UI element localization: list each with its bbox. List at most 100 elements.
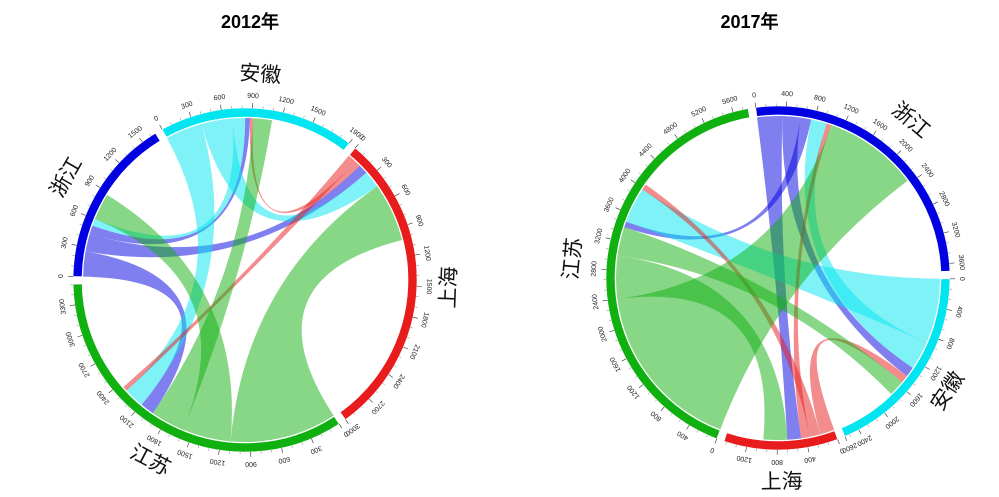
minor-tick [141,418,144,421]
minor-tick [355,145,358,149]
chord-anhui-to-jiangsu [126,123,215,405]
minor-tick [619,349,622,351]
minor-tick [293,112,295,116]
minor-tick [132,146,135,149]
tick-label: 2400 [591,294,600,310]
tick-label: 600 [399,183,411,197]
minor-tick [864,127,867,130]
minor-tick [647,392,650,395]
minor-tick [199,111,201,114]
sector-arc-shanghai [723,430,839,451]
tick-label: 1500 [425,279,433,295]
minor-tick [320,434,323,437]
minor-tick [399,203,403,206]
sector-label-jiangsu: 江苏 [126,440,174,481]
minor-tick [92,195,95,197]
minor-tick [87,204,90,207]
tick-label: 800 [771,458,783,465]
tick-label: 3300 [59,298,68,315]
tick-mark [844,436,848,442]
tick-label: 2000 [597,325,608,342]
sector-label-jiangsu: 江苏 [558,237,586,281]
minor-tick [696,430,699,433]
chord-zhejiang-to-jiangsu [624,117,812,240]
tick-label: 400 [954,305,963,318]
chord-jiangsu-to-anhui [617,227,902,394]
minor-tick [615,339,618,342]
minor-tick [87,354,91,356]
minor-tick [394,194,398,197]
minor-tick [816,108,818,111]
minor-tick [627,189,630,192]
minor-tick [836,113,838,117]
minor-tick [837,439,839,442]
chord-jiangsu-to-zhejiang [617,125,908,430]
minor-tick [735,444,737,448]
minor-tick [74,315,77,316]
minor-tick [826,110,828,114]
minor-tick [640,384,644,387]
minor-tick [712,116,714,119]
minor-tick [678,419,681,422]
tick-label: 900 [247,93,259,101]
minor-tick [937,212,940,214]
minor-tick [906,391,910,394]
tick-label: 1200 [422,245,431,262]
minor-tick [899,399,902,402]
chords [83,118,402,442]
chord-shanghai-to-anhui [249,118,360,213]
minor-tick [928,193,931,196]
tick-label: 1200 [278,96,295,106]
minor-tick [919,375,922,378]
minor-tick [897,152,900,155]
minor-tick [855,122,857,125]
chord-diagram-2017: 0 400 800120016002000240028003200360004008… [558,91,968,494]
minor-tick [817,445,819,448]
minor-tick [79,224,83,226]
minor-tick [846,117,848,121]
minor-tick [382,383,385,385]
minor-tick [849,434,851,437]
minor-tick [74,244,77,246]
minor-tick [301,442,303,445]
minor-tick [179,117,182,121]
minor-tick [178,438,180,442]
minor-tick [942,329,945,331]
minor-tick [917,175,920,178]
chord-panel-2012: 2012年 0 300 600 900 1200 1500 0 300 600 900 1200 15… [45,12,461,481]
minor-tick [944,319,948,321]
tick-label: 600 [213,94,226,103]
minor-tick [623,358,627,361]
minor-tick [388,374,391,377]
tick-label: 0 [752,92,757,99]
sector-arc-zhejiang [755,105,951,272]
minor-tick [377,168,380,171]
minor-tick [923,184,926,187]
tick-label: 0 [342,430,349,438]
tick-label: 800 [650,409,663,422]
tick-label: 900 [84,174,96,188]
tick-label: 300 [180,101,193,111]
minor-tick [404,213,407,215]
minor-tick [827,442,829,446]
tick-label: 1800 [419,311,429,328]
chord-jiangsu-to-anhui [152,118,273,430]
minor-tick [330,429,332,432]
tick-label: 0 [359,135,367,143]
minor-tick [725,442,727,445]
sector-ring [605,105,951,451]
minor-tick [652,156,655,159]
tick-label: 2100 [408,343,421,360]
tick-label: 1500 [309,105,326,118]
chords [616,116,940,440]
tick-label: 1200 [736,454,753,464]
minor-tick [331,129,334,132]
tick-label: 2800 [937,191,950,208]
tick-label: 3600 [603,196,616,213]
minor-tick [873,132,875,136]
tick-label: 0 [709,446,715,454]
minor-tick [675,136,678,139]
minor-tick [83,344,86,347]
minor-tick [722,112,724,116]
